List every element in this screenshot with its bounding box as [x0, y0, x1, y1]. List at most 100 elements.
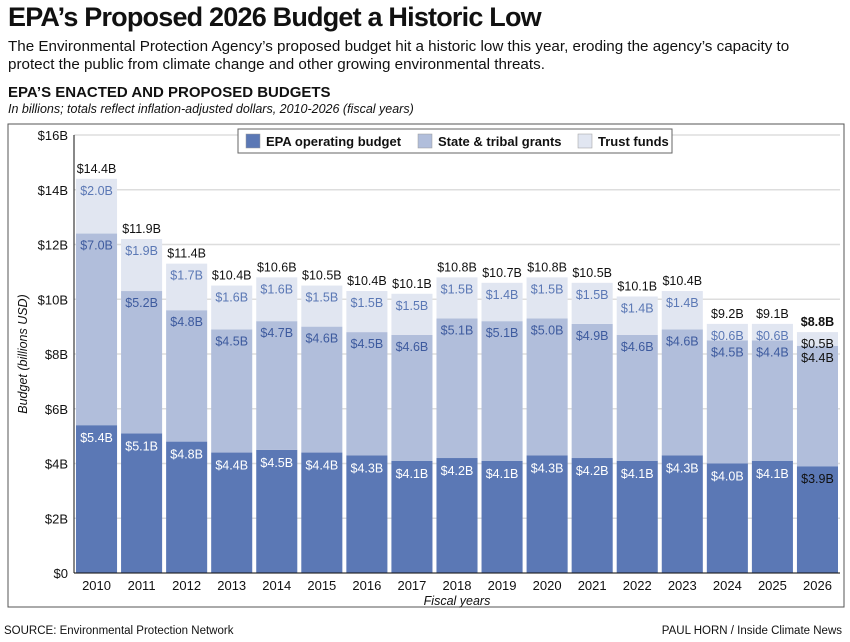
data-label: $1.5B [396, 299, 429, 313]
data-label: $4.1B [756, 467, 789, 481]
data-label: $5.1B [486, 326, 519, 340]
total-label: $10.8B [527, 260, 567, 274]
total-label: $10.5B [302, 269, 342, 283]
data-label: $4.2B [576, 464, 609, 478]
data-label: $4.6B [396, 340, 429, 354]
bar-segment-trust-funds [571, 282, 613, 324]
data-label: $4.4B [305, 459, 338, 473]
bar-segment-epa-operating-budget [796, 466, 838, 573]
bar-segment-epa-operating-budget [616, 460, 658, 573]
bar-segment-state-tribal-grants [391, 334, 433, 461]
bar-segment-trust-funds [751, 323, 793, 341]
data-label: $0.6B [711, 329, 744, 343]
bar-segment-epa-operating-budget [526, 455, 568, 573]
data-label: $1.5B [441, 282, 474, 296]
x-tick-label: 2023 [668, 578, 697, 593]
bar-segment-epa-operating-budget [751, 460, 793, 573]
data-label: $2.0B [80, 184, 113, 198]
bar-segment-state-tribal-grants [481, 321, 523, 461]
x-tick-label: 2016 [352, 578, 381, 593]
legend-label: EPA operating budget [266, 134, 402, 149]
data-label: $4.1B [396, 467, 429, 481]
y-tick-label: $4B [45, 457, 68, 472]
data-label: $4.8B [170, 448, 203, 462]
data-label: $1.5B [351, 296, 384, 310]
data-label: $3.9B [801, 472, 834, 486]
bar-segment-state-tribal-grants [121, 291, 163, 434]
headline: EPA’s Proposed 2026 Budget a Historic Lo… [8, 2, 542, 32]
bar-segment-state-tribal-grants [76, 233, 118, 426]
data-label: $1.4B [486, 288, 519, 302]
bar-segment-trust-funds [211, 285, 253, 330]
y-axis-label: Budget (billions USD) [16, 294, 30, 414]
data-label: $4.9B [576, 329, 609, 343]
x-tick-label: 2024 [713, 578, 742, 593]
bar-segment-trust-funds [166, 263, 208, 311]
data-label: $4.4B [215, 459, 248, 473]
data-label: $4.2B [441, 464, 474, 478]
x-tick-label: 2019 [488, 578, 517, 593]
x-tick-label: 2021 [578, 578, 607, 593]
total-label: $14.4B [77, 162, 117, 176]
bar-segment-state-tribal-grants [661, 329, 703, 456]
bar-segment-trust-funds [616, 296, 658, 335]
bar-segment-state-tribal-grants [751, 340, 793, 461]
y-tick-label: $6B [45, 402, 68, 417]
data-label: $5.1B [125, 439, 158, 453]
legend: EPA operating budget State & tribal grant… [237, 128, 673, 154]
bar-segment-state-tribal-grants [436, 318, 478, 459]
bar-segment-trust-funds [301, 285, 343, 327]
bar-segment-epa-operating-budget [661, 455, 703, 573]
data-label: $1.9B [125, 244, 158, 258]
total-label: $11.9B [122, 222, 161, 236]
x-tick-label: 2022 [623, 578, 652, 593]
bar-segment-trust-funds [391, 293, 433, 335]
data-label: $4.8B [170, 315, 203, 329]
bar-segment-state-tribal-grants [706, 340, 748, 464]
bar-segment-trust-funds [661, 291, 703, 330]
bar-segment-state-tribal-grants [571, 323, 613, 459]
chart-title: EPA’S ENACTED AND PROPOSED BUDGETS [8, 84, 331, 101]
data-label: $1.5B [305, 291, 338, 305]
y-tick-label: $16B [38, 128, 68, 143]
bar-segment-epa-operating-budget [706, 463, 748, 573]
data-label: $4.5B [260, 456, 293, 470]
data-label: $1.7B [170, 269, 203, 283]
data-label: $4.5B [711, 345, 744, 359]
bar-segment-epa-operating-budget [391, 460, 433, 573]
bar-segment-epa-operating-budget [571, 458, 613, 573]
total-label: $10.6B [257, 260, 297, 274]
total-label: $10.7B [482, 266, 522, 280]
x-tick-label: 2011 [128, 578, 156, 593]
bar-segment-state-tribal-grants [256, 321, 298, 450]
legend-label: State & tribal grants [438, 134, 562, 149]
data-label: $5.1B [441, 323, 474, 337]
data-label: $1.5B [531, 282, 564, 296]
bar-segment-epa-operating-budget [121, 433, 163, 573]
x-tick-label: 2026 [803, 578, 832, 593]
data-label: $1.4B [621, 302, 654, 316]
y-tick-label: $14B [38, 183, 68, 198]
y-tick-label: $0 [54, 566, 68, 581]
bar-segment-epa-operating-budget [256, 449, 298, 573]
total-label: $10.4B [212, 269, 252, 283]
data-label: $0.6B [756, 329, 789, 343]
y-tick-label: $10B [38, 292, 68, 307]
bar-segment-epa-operating-budget [301, 452, 343, 573]
credit: PAUL HORN / Inside Climate News [661, 625, 842, 637]
total-label: $11.4B [167, 247, 206, 261]
bar-segment-state-tribal-grants [211, 329, 253, 453]
data-label: $4.5B [215, 334, 248, 348]
data-label: $4.4B [801, 351, 834, 365]
bar-segment-trust-funds [346, 291, 388, 333]
data-label: $4.6B [666, 334, 699, 348]
total-label: $10.5B [572, 266, 612, 280]
chart-subtitle: In billions; totals reflect inflation-ad… [8, 102, 414, 116]
y-tick-label: $12B [38, 238, 68, 253]
x-tick-label: 2025 [758, 578, 787, 593]
data-label: $5.4B [80, 431, 113, 445]
total-label: $10.4B [662, 274, 702, 288]
x-tick-label: 2015 [307, 578, 336, 593]
data-label: $4.1B [621, 467, 654, 481]
bar-segment-trust-funds [121, 239, 163, 292]
